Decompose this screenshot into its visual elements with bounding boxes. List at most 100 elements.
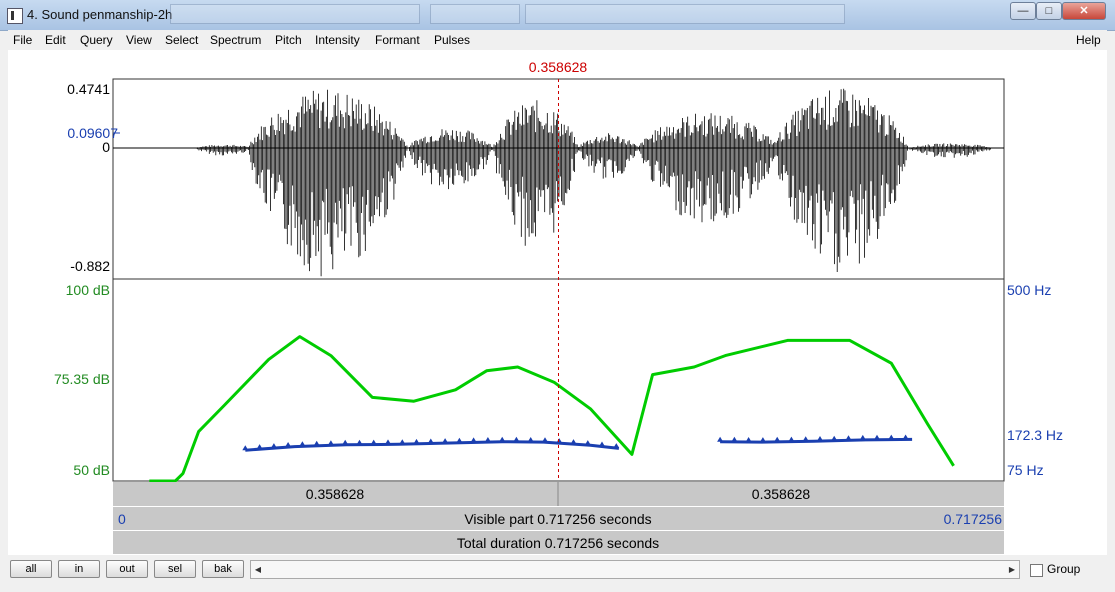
pitch-point <box>356 439 363 445</box>
pitch-point <box>327 440 334 446</box>
zoom-selection-button[interactable]: sel <box>154 560 196 578</box>
intensity-mid-label: 75.35 dB <box>54 371 110 387</box>
pitch-segment <box>245 440 620 452</box>
window-title: 4. Sound penmanship-2h <box>27 7 173 22</box>
waveform-level-label: 0.09607 <box>67 125 118 141</box>
menu-view[interactable]: View <box>126 33 152 47</box>
pitch-point <box>299 441 306 447</box>
menu-bar: File Edit Query View Select Spectrum Pit… <box>8 30 1107 50</box>
total-duration-label: Total duration 0.717256 seconds <box>457 535 659 551</box>
waveform-zero-label: 0 <box>102 139 110 155</box>
waveform-max-label: 0.4741 <box>67 81 110 97</box>
group-checkbox[interactable] <box>1030 564 1043 577</box>
pitch-point <box>556 438 563 444</box>
horizontal-scrollbar[interactable]: ◀ ▶ <box>250 560 1020 579</box>
waveform-min-label: -0.882 <box>70 258 110 274</box>
zoom-back-button[interactable]: bak <box>202 560 244 578</box>
pitch-point <box>442 438 449 444</box>
menu-pulses[interactable]: Pulses <box>434 33 471 47</box>
menu-select[interactable]: Select <box>165 33 199 47</box>
pitch-point <box>270 443 277 449</box>
visible-part-label: Visible part 0.717256 seconds <box>464 511 651 527</box>
pitch-point <box>584 440 591 446</box>
pitch-point <box>399 439 406 445</box>
pitch-point <box>242 445 249 451</box>
zoom-out-button[interactable]: out <box>106 560 148 578</box>
pitch-point <box>831 435 838 441</box>
menu-intensity[interactable]: Intensity <box>315 33 360 47</box>
pitch-point <box>413 438 420 444</box>
total-duration-bar[interactable] <box>113 531 1004 554</box>
pitch-mid-label: 172.3 Hz <box>1007 427 1063 443</box>
menu-help[interactable]: Help <box>1076 33 1101 47</box>
pitch-point <box>470 437 477 443</box>
scroll-left-icon[interactable]: ◀ <box>254 565 262 574</box>
background-window-ghost <box>170 4 420 24</box>
cursor-time-label: 0.358628 <box>529 59 588 75</box>
visible-end-label: 0.717256 <box>944 511 1003 527</box>
pitch-point <box>859 434 866 440</box>
background-window-ghost <box>525 4 845 24</box>
pitch-point <box>759 437 766 443</box>
pitch-point <box>731 436 738 442</box>
minimize-icon: — <box>1017 5 1029 17</box>
minimize-button[interactable]: — <box>1010 2 1036 20</box>
maximize-button[interactable]: □ <box>1036 2 1062 20</box>
pitch-point <box>313 440 320 446</box>
pitch-point <box>570 439 577 445</box>
zoom-in-button[interactable]: in <box>58 560 100 578</box>
pitch-point <box>256 444 263 450</box>
pitch-point <box>513 436 520 442</box>
pitch-point <box>788 436 795 442</box>
menu-query[interactable]: Query <box>80 33 113 47</box>
group-label: Group <box>1047 562 1081 576</box>
menu-file[interactable]: File <box>13 33 33 47</box>
intensity-curve <box>149 335 955 483</box>
selection-left-label: 0.358628 <box>306 486 365 502</box>
zoom-all-button[interactable]: all <box>10 560 52 578</box>
scroll-right-icon[interactable]: ▶ <box>1008 565 1016 574</box>
pitch-point <box>874 434 880 440</box>
pitch-point <box>888 434 895 440</box>
pitch-point <box>385 439 391 445</box>
pitch-bottom-label: 75 Hz <box>1007 462 1044 478</box>
pitch-point <box>817 436 823 441</box>
pitch-point <box>774 436 781 442</box>
pitch-top-label: 500 Hz <box>1007 282 1051 298</box>
intensity-top-label: 100 dB <box>66 282 110 298</box>
menu-formant[interactable]: Formant <box>375 33 420 47</box>
close-icon: ✕ <box>1079 5 1089 17</box>
menu-edit[interactable]: Edit <box>45 33 66 47</box>
pitch-point <box>599 441 605 447</box>
pitch-point <box>902 434 909 440</box>
bottom-toolbar: all in out sel bak ◀ ▶ Group <box>0 555 1115 592</box>
menu-pitch[interactable]: Pitch <box>275 33 302 47</box>
sound-editor-canvas[interactable]: 0.358628 0.4741 0.09607 0 -0.882 100 dB … <box>8 50 1107 555</box>
visible-part-bar[interactable] <box>113 507 1004 530</box>
background-window-ghost <box>430 4 520 24</box>
selection-right-bar[interactable] <box>558 482 1004 506</box>
pitch-point <box>613 443 620 449</box>
selection-right-label: 0.358628 <box>752 486 811 502</box>
maximize-icon: □ <box>1045 5 1053 17</box>
pitch-point <box>427 438 434 444</box>
pitch-point <box>456 437 463 443</box>
pitch-point <box>527 437 534 442</box>
pitch-point <box>542 437 548 443</box>
pitch-point <box>285 442 292 447</box>
pitch-contour <box>242 434 913 452</box>
selection-left-bar[interactable] <box>113 482 558 506</box>
pitch-point <box>342 439 349 445</box>
pitch-point <box>717 436 724 442</box>
intensity-bottom-label: 50 dB <box>73 462 110 478</box>
pitch-point <box>370 439 377 445</box>
close-button[interactable]: ✕ <box>1062 2 1106 20</box>
pitch-point <box>499 436 506 442</box>
menu-spectrum[interactable]: Spectrum <box>210 33 262 47</box>
pitch-point <box>845 435 852 441</box>
visible-start-label: 0 <box>118 511 126 527</box>
pitch-point <box>802 436 809 442</box>
pitch-point <box>745 437 752 442</box>
pitch-point <box>484 437 491 442</box>
title-bar: 4. Sound penmanship-2h — □ ✕ <box>0 0 1115 31</box>
